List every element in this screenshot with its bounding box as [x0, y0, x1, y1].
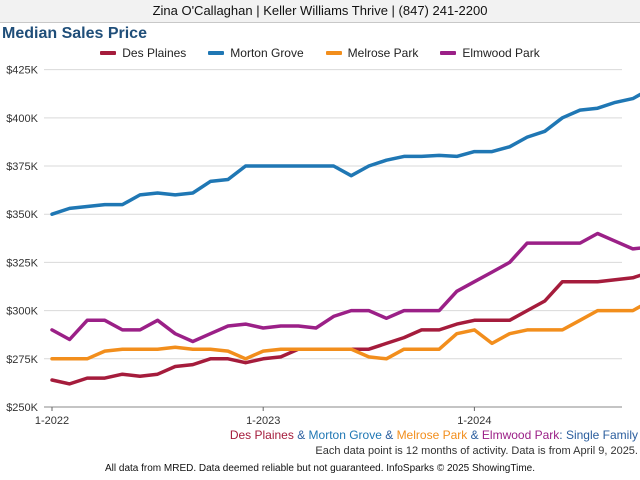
contact-header: Zina O'Callaghan | Keller Williams Thriv… [0, 0, 640, 23]
caption-amp-2: & [381, 428, 397, 442]
legend-swatch-elmwood-park [440, 51, 457, 55]
legend-swatch-melrose-park [325, 51, 342, 55]
chart-caption: Des Plaines & Morton Grove & Melrose Par… [230, 428, 638, 442]
series-line-morton-grove [50, 92, 640, 216]
legend-label-des-plaines: Des Plaines [122, 46, 187, 60]
footer-disclaimer: All data from MRED. Data deemed reliable… [104, 463, 535, 474]
legend-label-elmwood-park: Elmwood Park [462, 46, 540, 60]
legend-swatch-des-plaines [100, 51, 117, 55]
y-tick-label: $325K [6, 257, 38, 269]
legend-label-morton-grove: Morton Grove [230, 46, 304, 60]
legend-item-elmwood-park: Elmwood Park [440, 44, 540, 62]
caption-suffix: : Single Family [559, 428, 638, 442]
chart-legend: Des Plaines Morton Grove Melrose Park El… [0, 44, 640, 62]
y-tick-label: $300K [6, 306, 38, 318]
y-tick-label: $425K [6, 65, 38, 77]
caption-des-plaines: Des Plaines [229, 428, 294, 442]
x-tick-label: 1-2022 [35, 415, 69, 425]
caption-morton-grove: Morton Grove [308, 428, 382, 442]
series-line-des-plaines [50, 273, 640, 386]
legend-label-melrose-park: Melrose Park [347, 46, 419, 60]
y-tick-label: $350K [6, 209, 38, 221]
series-line-melrose-park [50, 304, 640, 361]
caption-elmwood-park: Elmwood Park [481, 428, 560, 442]
legend-swatch-morton-grove [208, 51, 225, 55]
legend-item-morton-grove: Morton Grove [208, 44, 304, 62]
y-tick-label: $400K [6, 113, 38, 125]
chart-title: Median Sales Price [2, 25, 147, 42]
x-tick-label: 1-2024 [457, 415, 491, 425]
y-tick-label: $375K [6, 161, 38, 173]
y-tick-label: $275K [6, 354, 38, 366]
y-tick-label: $250K [6, 402, 38, 414]
series-line-elmwood-park [50, 231, 640, 344]
legend-item-melrose-park: Melrose Park [325, 44, 419, 62]
caption-amp-1: & [293, 428, 309, 442]
caption-melrose-park: Melrose Park [396, 428, 468, 442]
data-note: Each data point is 12 months of activity… [315, 445, 638, 457]
line-chart: $250K $275K $300K $325K $350K $375K $400K $425K… [6, 65, 640, 425]
caption-amp-3: & [467, 428, 482, 442]
legend-item-des-plaines: Des Plaines [100, 44, 186, 62]
x-tick-label: 1-2023 [246, 415, 280, 425]
